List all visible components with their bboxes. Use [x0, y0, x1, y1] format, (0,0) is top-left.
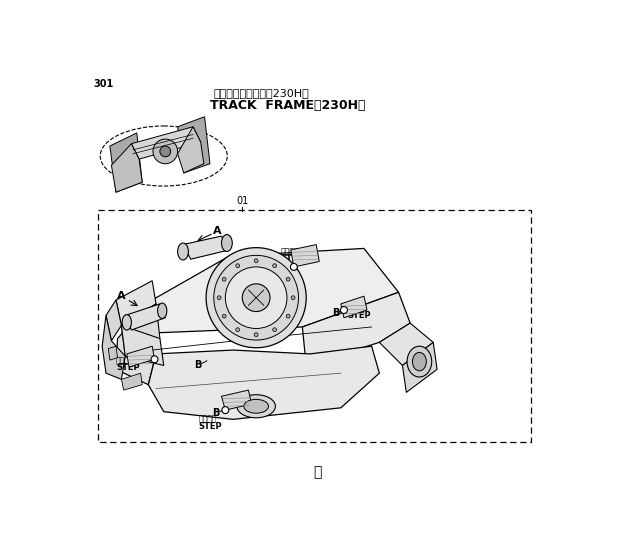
Ellipse shape: [407, 346, 432, 377]
Text: トラックフレーム（230H）: トラックフレーム（230H）: [214, 89, 309, 98]
Polygon shape: [122, 325, 164, 365]
Circle shape: [151, 356, 158, 363]
Polygon shape: [122, 373, 142, 390]
Ellipse shape: [122, 314, 131, 330]
Text: STEP: STEP: [116, 363, 140, 372]
Polygon shape: [148, 346, 379, 419]
Circle shape: [286, 277, 290, 281]
Ellipse shape: [244, 399, 268, 413]
Text: ステップ: ステップ: [347, 304, 366, 313]
Polygon shape: [131, 127, 201, 159]
Circle shape: [254, 259, 258, 263]
Text: B: B: [332, 308, 339, 318]
Polygon shape: [148, 248, 399, 333]
Circle shape: [290, 263, 298, 270]
Ellipse shape: [157, 303, 167, 319]
Text: TRACK  FRAME（230H）: TRACK FRAME（230H）: [210, 99, 365, 112]
Ellipse shape: [221, 235, 232, 251]
Text: ステップ: ステップ: [281, 247, 299, 256]
Text: B: B: [211, 408, 219, 418]
Circle shape: [225, 267, 287, 329]
Ellipse shape: [412, 352, 427, 371]
Polygon shape: [112, 144, 142, 192]
Text: B: B: [281, 268, 288, 278]
Circle shape: [160, 146, 171, 157]
Text: A: A: [117, 291, 126, 301]
Circle shape: [286, 314, 290, 318]
Polygon shape: [125, 304, 166, 330]
Circle shape: [254, 333, 258, 337]
Polygon shape: [106, 300, 122, 341]
Circle shape: [242, 284, 270, 312]
Text: STEP: STEP: [281, 254, 304, 263]
Polygon shape: [177, 117, 210, 173]
Text: 301: 301: [93, 79, 113, 89]
Polygon shape: [291, 244, 319, 267]
Text: A: A: [213, 226, 222, 236]
Circle shape: [236, 328, 239, 332]
Polygon shape: [341, 296, 367, 318]
Text: 01: 01: [236, 196, 249, 206]
Circle shape: [206, 248, 306, 348]
Polygon shape: [379, 323, 433, 365]
Circle shape: [222, 314, 226, 318]
Polygon shape: [221, 390, 252, 410]
Circle shape: [153, 139, 177, 164]
Polygon shape: [116, 281, 156, 325]
Polygon shape: [110, 133, 142, 192]
Polygon shape: [402, 342, 437, 393]
Text: B: B: [194, 361, 202, 370]
Circle shape: [214, 255, 298, 340]
Polygon shape: [122, 304, 160, 356]
Polygon shape: [102, 315, 125, 380]
Circle shape: [273, 328, 277, 332]
Circle shape: [273, 264, 277, 268]
Circle shape: [236, 264, 239, 268]
Circle shape: [340, 307, 347, 313]
Text: STEP: STEP: [198, 422, 222, 431]
Text: STEP: STEP: [347, 311, 371, 320]
Text: Ⓜ: Ⓜ: [314, 465, 322, 479]
Text: ステップ: ステップ: [116, 356, 135, 365]
Bar: [99, 210, 531, 443]
Circle shape: [217, 296, 221, 300]
Circle shape: [222, 407, 229, 414]
Circle shape: [291, 296, 295, 300]
Ellipse shape: [237, 395, 275, 418]
Polygon shape: [116, 300, 156, 384]
Polygon shape: [177, 127, 204, 173]
Polygon shape: [126, 346, 154, 367]
Polygon shape: [183, 236, 229, 259]
Polygon shape: [108, 346, 118, 360]
Ellipse shape: [177, 243, 188, 260]
Circle shape: [222, 277, 226, 281]
Polygon shape: [303, 292, 410, 365]
Text: ステップ: ステップ: [198, 415, 217, 424]
